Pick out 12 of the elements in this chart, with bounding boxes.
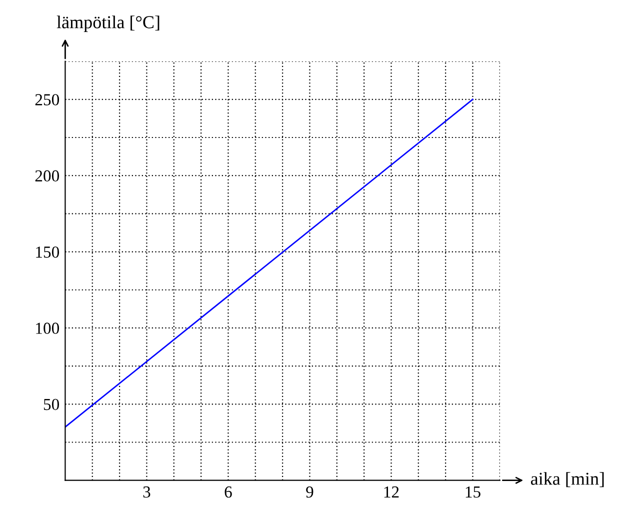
x-axis-title: aika [min] — [530, 472, 604, 488]
x-tick-label: 9 — [306, 486, 314, 498]
x-tick-label: 3 — [143, 486, 150, 498]
y-tick-label: 150 — [36, 246, 60, 258]
x-tick-label: 15 — [466, 486, 480, 498]
y-tick-label: 50 — [44, 398, 60, 410]
y-tick-label: 200 — [35, 170, 60, 182]
x-tick-label: 12 — [384, 486, 399, 498]
y-axis-title: lämpötila [°C] — [56, 16, 160, 32]
y-tick-label: 100 — [36, 322, 60, 334]
y-tick-label: 250 — [35, 94, 60, 106]
x-tick-label: 6 — [224, 486, 232, 498]
